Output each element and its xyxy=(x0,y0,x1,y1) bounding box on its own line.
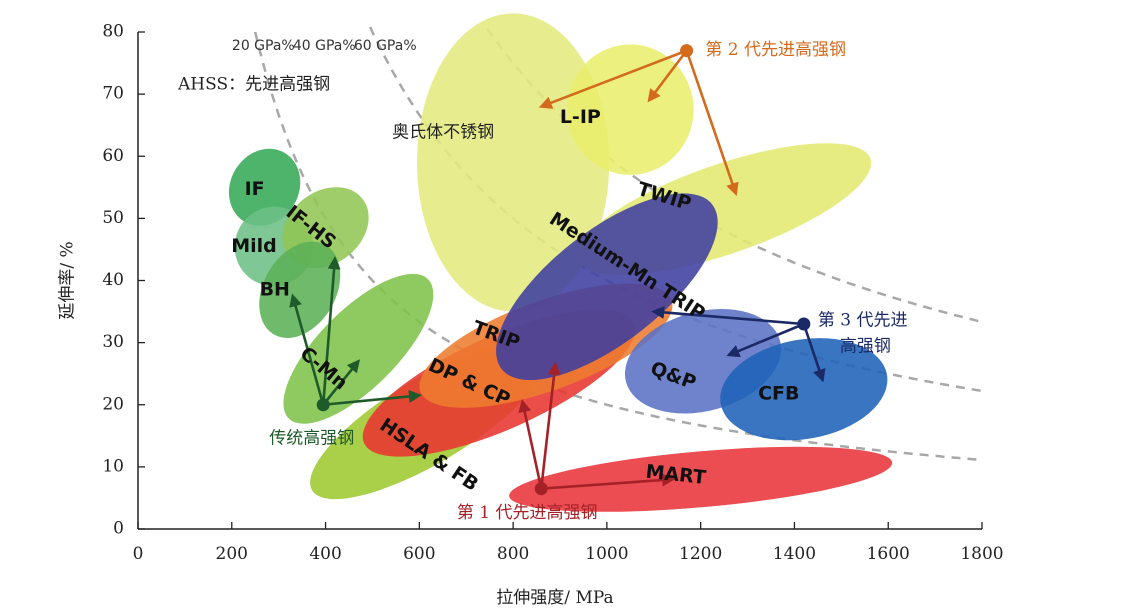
steel-regions xyxy=(228,13,893,512)
region-c-mn xyxy=(283,273,434,424)
annotation-origin-dot xyxy=(534,482,548,496)
region-l-ip xyxy=(567,44,694,175)
y-tick-label: 70 xyxy=(102,84,124,104)
annotation-arrow xyxy=(321,256,341,405)
y-tick-label: 20 xyxy=(102,394,124,414)
x-tick-label: 1200 xyxy=(679,544,722,564)
region-label-if: IF xyxy=(245,178,265,200)
annotation-arrow xyxy=(685,50,739,196)
iso-curve-label: 20 GPa% xyxy=(232,38,295,54)
x-tick-label: 800 xyxy=(497,544,529,564)
x-tick-label: 600 xyxy=(403,544,435,564)
annotation-label-line2: 高强钢 xyxy=(840,336,891,356)
region-label-mild: Mild xyxy=(231,235,277,257)
y-tick-label: 60 xyxy=(102,146,124,166)
y-tick-label: 80 xyxy=(102,22,124,42)
region-cfb xyxy=(720,338,888,441)
region-cjk xyxy=(416,13,610,312)
annotation-arrow xyxy=(323,389,422,407)
x-tick-label: 200 xyxy=(216,544,248,564)
annotation-arrows xyxy=(289,44,826,496)
iso-curve-label: 40 GPa% xyxy=(293,38,356,54)
y-tick-label: 10 xyxy=(102,456,124,476)
x-tick-label: 1800 xyxy=(960,544,1003,564)
annotation-arrow xyxy=(322,359,361,406)
x-tick-label: 1000 xyxy=(585,544,628,564)
annotation-arrow xyxy=(539,361,561,489)
x-tick-label: 1600 xyxy=(867,544,910,564)
region-label-cjk: 奥氏体不锈钢 xyxy=(392,122,494,142)
annotation-arrow xyxy=(651,305,804,326)
iso-curve-label: 60 GPa% xyxy=(354,38,417,54)
annotation-arrow xyxy=(802,323,826,383)
region-bh xyxy=(259,241,341,338)
y-tick-label: 30 xyxy=(102,332,124,352)
region-mart xyxy=(509,446,893,512)
x-axis-label: 拉伸强度/ MPa xyxy=(496,588,613,608)
annotation-label: 第 1 代先进高强钢 xyxy=(457,503,598,523)
axes: 0 200 400 600 800 1000 1200 1400 1600 1800 0 10 20 30… xyxy=(58,22,1004,609)
annotation-arrow xyxy=(541,473,676,490)
region-medium-mn-trip xyxy=(496,193,718,381)
annotation-origin-dot xyxy=(680,44,694,58)
y-tick-label: 0 xyxy=(113,519,124,539)
y-axis-label: 延伸率/ % xyxy=(58,241,78,319)
y-tick-label: 40 xyxy=(102,270,124,290)
region-if xyxy=(228,148,301,226)
annotation-label: 传统高强钢 xyxy=(269,428,354,448)
annotation-arrow xyxy=(289,293,325,406)
annotation-label: 第 3 代先进 xyxy=(818,310,908,330)
annotation-arrow xyxy=(538,49,688,109)
y-tick-label: 50 xyxy=(102,208,124,228)
ahss-note: AHSS：先进高强钢 xyxy=(177,74,330,94)
x-tick-label: 1400 xyxy=(773,544,816,564)
annotation-arrow xyxy=(647,49,688,103)
iso-curve-1 xyxy=(253,31,983,462)
x-tick-label: 400 xyxy=(309,544,341,564)
annotation-arrow xyxy=(726,322,805,358)
annotation-origin-dot xyxy=(797,317,811,331)
annotation-origin-dot xyxy=(316,398,330,412)
region-label-bh: BH xyxy=(260,278,290,300)
region-label-l-ip: L-IP xyxy=(560,106,601,128)
region-label-cfb: CFB xyxy=(758,383,799,405)
annotation-arrow xyxy=(518,399,543,489)
x-tick-label: 0 xyxy=(133,544,144,564)
annotation-label: 第 2 代先进高强钢 xyxy=(705,40,846,60)
